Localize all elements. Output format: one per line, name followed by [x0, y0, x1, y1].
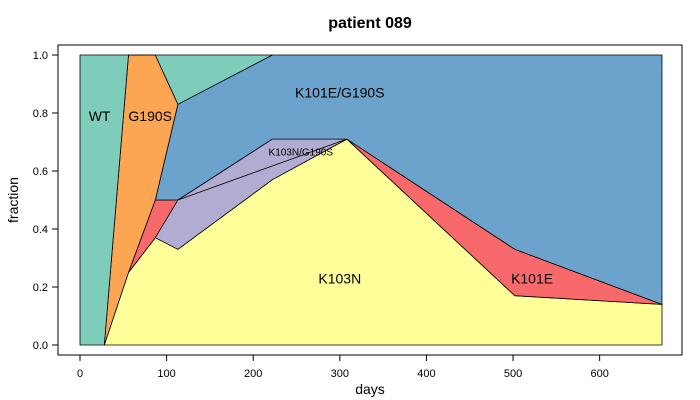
x-tick-label: 500 [504, 368, 522, 380]
y-tick-label: 0.8 [33, 108, 48, 120]
x-tick-label: 100 [157, 368, 175, 380]
area-label-wt: WT [89, 108, 111, 124]
area-layers [79, 54, 663, 346]
y-tick-label: 0.4 [33, 224, 48, 236]
x-tick-label: 400 [417, 368, 435, 380]
area-wt [79, 54, 273, 346]
y-axis: 0.0 0.2 0.4 0.6 0.8 1.0 [33, 50, 59, 352]
x-axis-label: days [355, 381, 385, 397]
area-label-k101e: K101E [511, 270, 553, 286]
x-axis: 0 100 200 300 400 500 600 [77, 354, 609, 380]
x-tick-label: 200 [244, 368, 262, 380]
chart-title: patient 089 [328, 15, 412, 32]
area-label-k103n: K103N [318, 270, 361, 286]
x-tick-label: 0 [77, 368, 83, 380]
y-tick-label: 0.2 [33, 282, 48, 294]
area-label-g190s: G190S [128, 108, 172, 124]
area-label-k103n-g190s: K103N/G190S [269, 148, 334, 159]
area-labels: WT G190S K101E/G190S K103N/G190S K103N K101E [89, 85, 553, 287]
y-tick-label: 0.0 [33, 340, 48, 352]
y-axis-label: fraction [5, 177, 21, 223]
y-tick-label: 1.0 [33, 50, 48, 62]
area-label-k101e-g190s: K101E/G190S [295, 85, 385, 101]
x-tick-label: 300 [331, 368, 349, 380]
x-tick-label: 600 [590, 368, 608, 380]
y-tick-label: 0.6 [33, 166, 48, 178]
